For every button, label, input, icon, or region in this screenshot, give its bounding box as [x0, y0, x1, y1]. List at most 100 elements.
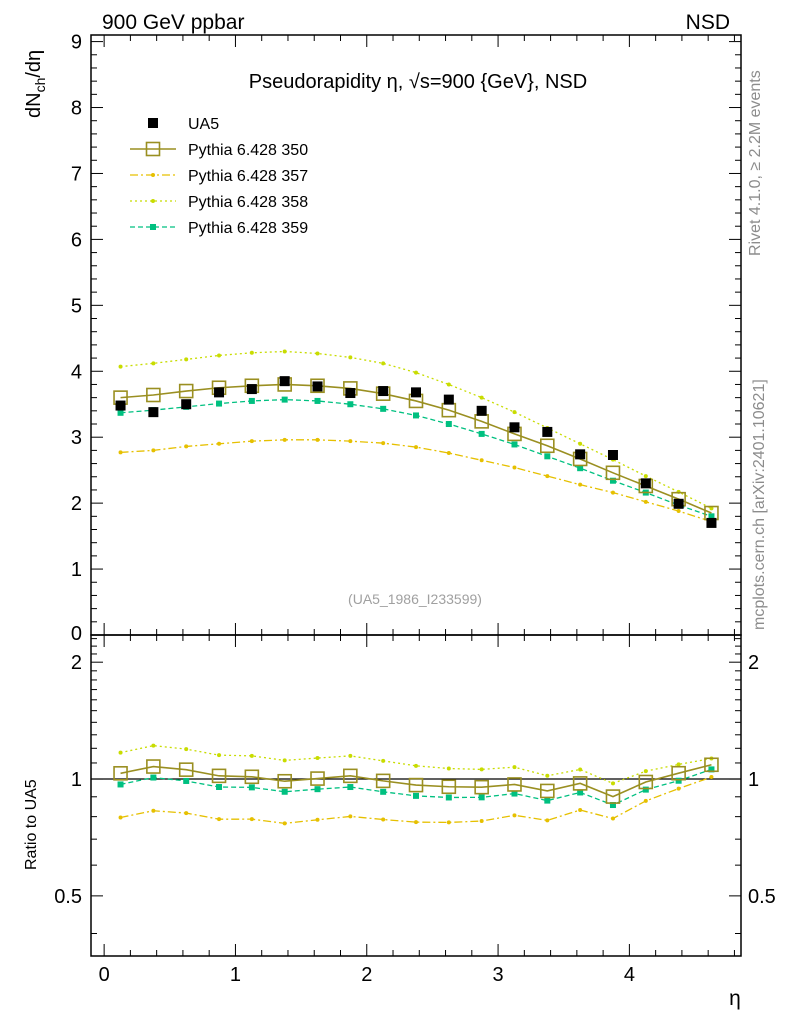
ratio-point-p357 [709, 775, 714, 780]
series-p357 [118, 437, 714, 826]
ratio-point-p359 [150, 774, 157, 781]
data-point-p359 [117, 409, 124, 416]
data-point-p357 [512, 465, 517, 470]
data-point-p357 [249, 439, 254, 444]
ratio-point-p359 [445, 794, 452, 801]
ratio-point-p359 [314, 786, 321, 793]
data-point-p358 [643, 474, 648, 479]
data-point-p359 [314, 397, 321, 404]
data-point-UA5 [673, 498, 684, 509]
x-tick-label: 4 [624, 964, 635, 986]
y-tick-label: 3 [71, 427, 82, 449]
data-point-p358 [184, 357, 189, 362]
data-point-p357 [184, 444, 189, 449]
ratio-point-p359 [413, 792, 419, 799]
ratio-point-p350 [178, 762, 194, 777]
ratio-point-p357 [348, 814, 353, 819]
data-point-p358 [479, 395, 484, 400]
data-point-UA5 [476, 405, 487, 416]
ratio-point-p357 [315, 817, 320, 822]
data-point-p357 [479, 458, 484, 463]
data-point-p359 [216, 400, 223, 407]
data-point-p358 [414, 370, 418, 375]
header-right: NSD [686, 11, 730, 34]
ratio-point-p357 [381, 817, 386, 822]
ratio-point-p359 [248, 784, 255, 791]
data-point-UA5 [345, 388, 356, 399]
legend-entry-p357: Pythia 6.428 357 [130, 168, 308, 185]
ratio-y-axis-label: Ratio to UA5 [23, 779, 40, 870]
legend-entry-p359: Pythia 6.428 359 [130, 220, 308, 237]
data-point-UA5 [640, 478, 651, 489]
ratio-point-p358 [446, 766, 451, 771]
data-point-p358 [118, 364, 123, 369]
ratio-point-p350 [146, 759, 161, 774]
ratio-point-p357 [184, 811, 189, 816]
data-point-p357 [676, 509, 681, 514]
ratio-point-p357 [217, 817, 222, 822]
data-point-p359 [478, 430, 485, 437]
data-point-UA5 [214, 387, 225, 398]
ratio-line-p350 [120, 764, 712, 798]
data-point-p358 [217, 353, 222, 358]
legend-entry-p350: Pythia 6.428 350 [130, 141, 308, 159]
data-point-UA5 [378, 386, 389, 397]
series-UA5 [115, 376, 717, 528]
ratio-point-p359 [117, 781, 124, 788]
data-point-UA5 [706, 517, 717, 528]
data-point-p358 [249, 350, 254, 355]
ratio-point-p358 [610, 781, 615, 786]
ratio-point-p359 [380, 788, 387, 795]
data-point-p357 [381, 441, 386, 446]
data-point-p350 [540, 438, 555, 454]
ratio-point-p357 [578, 808, 583, 813]
ratio-point-p357 [151, 808, 156, 813]
x-tick-label: 1 [230, 964, 241, 986]
y-tick-label: 4 [71, 361, 82, 383]
data-point-p357 [446, 451, 451, 456]
ratio-line-p357 [120, 776, 712, 824]
header-left: 900 GeV ppbar [102, 11, 244, 34]
ratio-point-p350 [211, 768, 227, 784]
data-point-p358 [151, 361, 156, 366]
data-point-UA5 [312, 381, 323, 392]
data-point-p359 [413, 412, 419, 419]
data-point-p358 [578, 441, 583, 446]
ratio-point-p359 [544, 797, 551, 804]
data-point-UA5 [181, 399, 192, 410]
data-point-p358 [348, 355, 353, 360]
ratio-point-p350 [474, 779, 489, 795]
ratio-point-p358 [217, 753, 222, 758]
data-point-p357 [315, 437, 320, 442]
data-point-p359 [281, 396, 288, 403]
data-point-UA5 [246, 384, 257, 395]
ratio-point-p359 [642, 786, 649, 793]
ratio-tick-label-right: 1 [748, 769, 759, 791]
data-point-p359 [708, 513, 715, 520]
y-tick-label: 7 [71, 163, 82, 185]
ratio-point-p350 [572, 776, 588, 791]
ratio-point-p359 [609, 802, 616, 809]
y-tick-label: 1 [71, 559, 82, 581]
ratio-point-p358 [643, 769, 648, 774]
ratio-point-p358 [118, 750, 123, 755]
ratio-point-p357 [643, 798, 648, 803]
series-p358 [118, 349, 714, 786]
legend-marker [151, 173, 155, 177]
data-point-p350 [310, 378, 325, 394]
data-point-p358 [282, 349, 287, 354]
ratio-plot-frame [90, 634, 742, 957]
data-point-p359 [577, 465, 584, 472]
ratio-point-p359 [281, 788, 288, 795]
legend-label: UA5 [188, 116, 219, 133]
data-point-p358 [315, 351, 320, 356]
data-point-p350 [146, 387, 161, 403]
ratio-point-p358 [381, 758, 386, 763]
legend-label: Pythia 6.428 359 [188, 220, 308, 237]
ratio-point-p350 [671, 765, 686, 781]
legend-marker [145, 141, 161, 157]
legend-marker [148, 118, 158, 128]
ratio-point-p350 [343, 768, 358, 784]
y-tick-label-zero: 0 [71, 623, 82, 645]
ratio-point-p350 [408, 777, 424, 793]
